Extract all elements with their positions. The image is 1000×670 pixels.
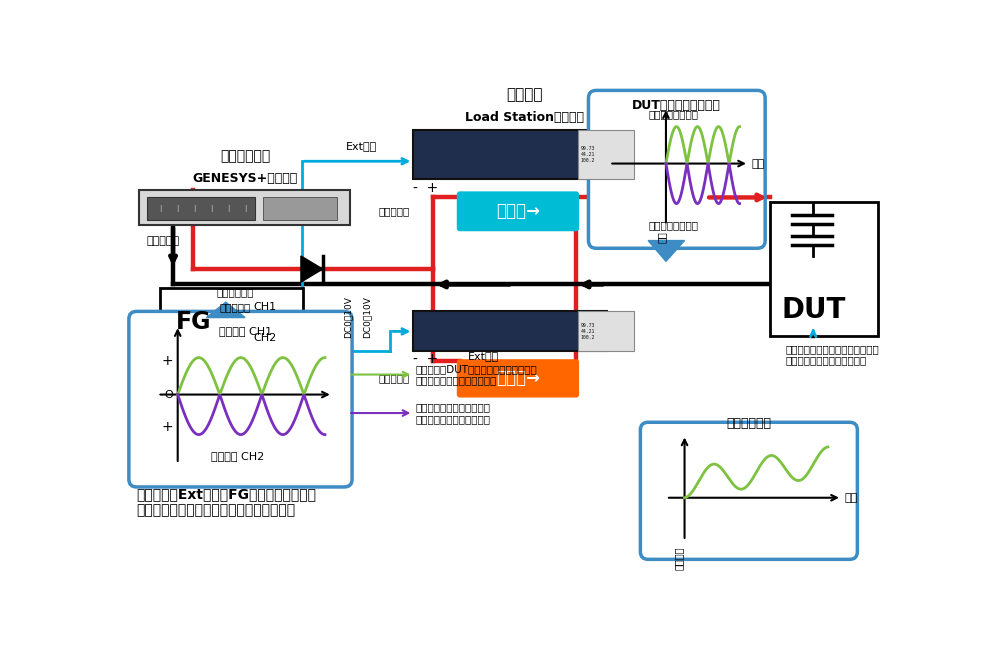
- Text: -  +: - +: [413, 181, 438, 195]
- Text: Load Stationシリーズ: Load Stationシリーズ: [465, 111, 584, 123]
- Text: 99.73
44.21
100.2: 99.73 44.21 100.2: [581, 146, 595, 163]
- Text: 電子負荷のExt制御をFGを用いてソース側
とシンク側の波形出力をシームレスに制御: 電子負荷のExt制御をFGを用いてソース側 とシンク側の波形出力をシームレスに制…: [137, 487, 317, 517]
- FancyBboxPatch shape: [588, 90, 765, 249]
- Text: 時間: 時間: [751, 159, 764, 169]
- Text: ソース側（充電）: ソース側（充電）: [649, 110, 699, 120]
- FancyBboxPatch shape: [640, 422, 857, 559]
- Bar: [578, 312, 634, 352]
- Bar: [139, 190, 350, 225]
- Text: 電圧変動波形: 電圧変動波形: [726, 417, 771, 429]
- Text: シンク→: シンク→: [496, 369, 540, 387]
- Text: |: |: [244, 205, 246, 212]
- Text: 可変直流電源: 可変直流電源: [220, 149, 270, 163]
- Text: 放電電流は大きくしないと
電圧変動は大きくできない: 放電電流は大きくしないと 電圧変動は大きくできない: [416, 402, 491, 424]
- Bar: [413, 312, 607, 352]
- Polygon shape: [206, 302, 245, 318]
- Text: 電流: 電流: [656, 231, 666, 243]
- Text: 時間: 時間: [844, 492, 857, 502]
- FancyBboxPatch shape: [457, 360, 578, 397]
- Text: |: |: [210, 205, 212, 212]
- Bar: [770, 202, 878, 336]
- Text: O: O: [164, 389, 173, 399]
- Text: 出力電圧: 出力電圧: [674, 546, 684, 570]
- Text: GENESYS+シリーズ: GENESYS+シリーズ: [192, 172, 298, 185]
- Text: +: +: [161, 420, 173, 434]
- Bar: [413, 130, 607, 179]
- Text: DUT: DUT: [781, 296, 845, 324]
- Text: ダイオード: ダイオード: [219, 302, 251, 312]
- Text: 電子負荷: 電子負荷: [506, 87, 542, 102]
- Text: Ext制御: Ext制御: [346, 141, 377, 151]
- Text: DUTへ印加される電流: DUTへ印加される電流: [632, 98, 721, 111]
- Text: -  +: - +: [413, 352, 438, 366]
- Text: シンク側 CH2: シンク側 CH2: [211, 451, 264, 461]
- Text: CH2: CH2: [253, 332, 276, 342]
- FancyBboxPatch shape: [457, 192, 578, 230]
- Text: 充電電流はDUTのコンデンサ容量に依存
直流電源の最大電圧まで印加: 充電電流はDUTのコンデンサ容量に依存 直流電源の最大電圧まで印加: [416, 364, 537, 385]
- FancyBboxPatch shape: [129, 312, 352, 487]
- Text: +: +: [161, 354, 173, 368]
- Text: Ext制御: Ext制御: [467, 352, 499, 361]
- Text: FG: FG: [175, 310, 211, 334]
- Text: 出力コンデンサに充電することで
電圧変動の＋側の再現が可能: 出力コンデンサに充電することで 電圧変動の＋側の再現が可能: [785, 344, 879, 365]
- Bar: [263, 197, 337, 220]
- Text: 99.73
44.21
100.2: 99.73 44.21 100.2: [581, 323, 595, 340]
- Text: |: |: [193, 205, 195, 212]
- Bar: [147, 197, 255, 220]
- Text: シンク側（放電）: シンク側（放電）: [649, 220, 699, 230]
- Polygon shape: [301, 256, 323, 282]
- Polygon shape: [648, 241, 685, 261]
- Bar: [160, 288, 303, 356]
- Text: 定電流動作: 定電流動作: [379, 206, 410, 216]
- Text: 逆電圧保護用: 逆電圧保護用: [216, 287, 254, 297]
- Text: DC0～10V: DC0～10V: [362, 297, 371, 338]
- Text: |: |: [176, 205, 178, 212]
- Text: 定電圧出力: 定電圧出力: [147, 236, 180, 246]
- Text: DC0～10V: DC0～10V: [344, 297, 353, 338]
- Text: 定電流動作: 定電流動作: [379, 373, 410, 383]
- Text: ソース側 CH1: ソース側 CH1: [219, 326, 272, 336]
- Bar: [578, 130, 634, 179]
- Text: ソース→: ソース→: [496, 202, 540, 220]
- Text: |: |: [159, 205, 161, 212]
- Text: |: |: [227, 205, 229, 212]
- Text: CH1: CH1: [253, 302, 276, 312]
